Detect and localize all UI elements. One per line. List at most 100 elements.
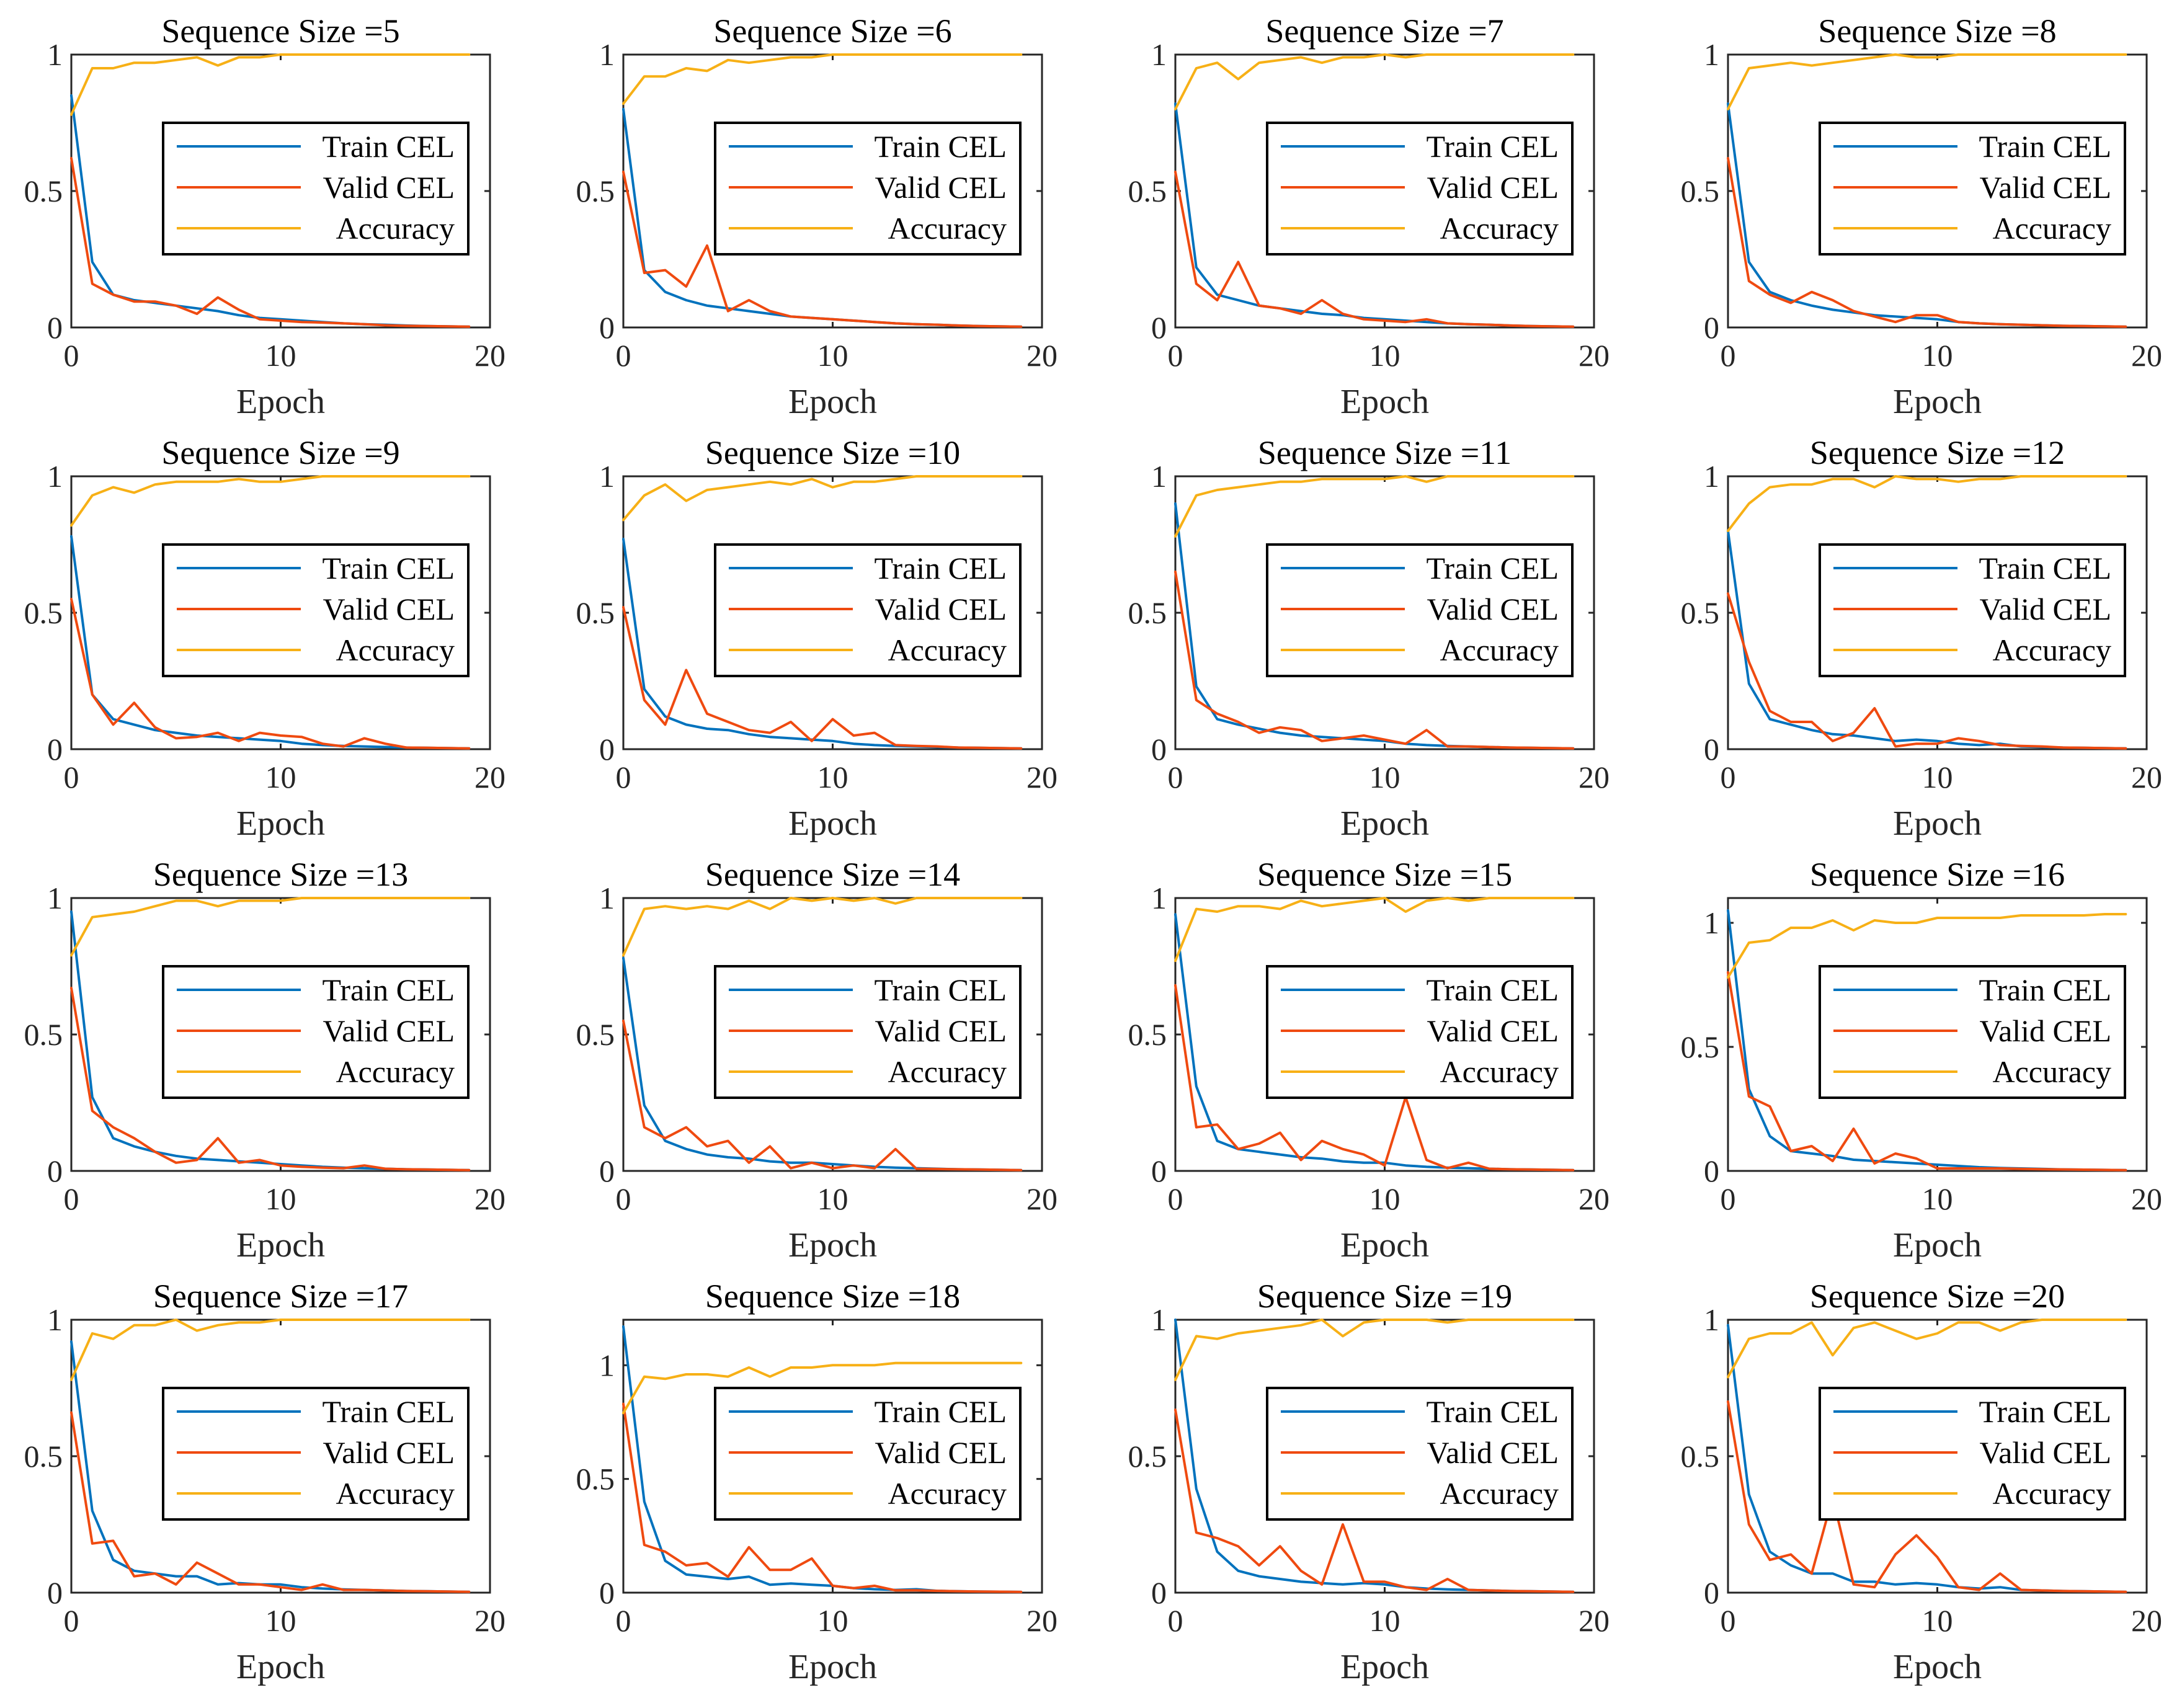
x-tick-label: 0	[64, 1181, 79, 1216]
subplot: Sequence Size =5 0 10 20 0 0.5 1 Epoch Train CEL…	[24, 12, 506, 421]
y-tick-label: 0.5	[24, 1017, 63, 1052]
y-tick-label: 1	[1704, 459, 1719, 494]
legend-label: Train CEL	[1979, 551, 2111, 585]
x-tick-label: 0	[616, 760, 631, 794]
y-tick-label: 0.5	[1128, 174, 1167, 208]
x-tick-label: 0	[1721, 1181, 1736, 1216]
y-tick-label: 0.5	[576, 595, 615, 630]
x-axis-label: Epoch	[1340, 383, 1429, 421]
legend-label: Accuracy	[336, 211, 455, 246]
legend: Train CEL Valid CEL Accuracy	[1819, 1387, 2126, 1521]
legend-label: Train CEL	[323, 551, 455, 585]
x-tick-label: 0	[1168, 1181, 1183, 1216]
series-line-valid-cel	[1174, 171, 1575, 328]
series-line-accuracy	[622, 897, 1023, 957]
subplot-title: Sequence Size =12	[1810, 434, 2065, 471]
subplot: Sequence Size =13 0 10 20 0 0.5 1 Epoch Train CE…	[24, 856, 506, 1265]
subplot-title: Sequence Size =13	[153, 856, 408, 893]
x-tick-label: 10	[265, 760, 296, 794]
subplot: Sequence Size =19 0 10 20 0 0.5 1 Epoch Train CE…	[1128, 1278, 1610, 1686]
y-tick-label: 0.5	[24, 595, 63, 630]
series-line-valid-cel	[1727, 971, 2127, 1172]
y-tick-label: 0.5	[1128, 1017, 1167, 1052]
x-tick-label: 0	[616, 1181, 631, 1216]
legend-label: Accuracy	[1440, 1476, 1559, 1511]
x-tick-label: 0	[1721, 338, 1736, 373]
legend-label: Train CEL	[1979, 972, 2111, 1007]
subplot: Sequence Size =18 0 10 20 0 0.5 1 Epoch Train CE…	[576, 1278, 1058, 1686]
subplot-title: Sequence Size =16	[1810, 856, 2065, 893]
x-tick-label: 0	[1168, 1603, 1183, 1638]
x-tick-label: 20	[1579, 760, 1610, 794]
legend: Train CEL Valid CEL Accuracy	[1266, 122, 1574, 256]
legend: Train CEL Valid CEL Accuracy	[162, 122, 470, 256]
subplot-title: Sequence Size =19	[1257, 1278, 1512, 1315]
legend-label: Valid CEL	[1980, 1435, 2111, 1470]
x-axis-label: Epoch	[236, 383, 325, 421]
y-tick-label: 0.5	[576, 174, 615, 208]
subplot-title: Sequence Size =11	[1258, 434, 1512, 471]
series-line-accuracy	[1174, 897, 1575, 963]
subplot: Sequence Size =10 0 10 20 0 0.5 1 Epoch Train CE…	[576, 434, 1058, 843]
legend-label: Valid CEL	[875, 170, 1007, 205]
legend-label: Valid CEL	[875, 1013, 1007, 1048]
y-tick-label: 0	[1151, 732, 1167, 767]
x-axis-label: Epoch	[788, 1648, 877, 1686]
legend-label: Accuracy	[888, 211, 1007, 246]
series-line-valid-cel	[70, 598, 471, 750]
legend: Train CEL Valid CEL Accuracy	[714, 965, 1022, 1099]
series-line-valid-cel	[1174, 571, 1575, 750]
legend: Train CEL Valid CEL Accuracy	[714, 122, 1022, 256]
subplot: Sequence Size =16 0 10 20 0 0.5 1 Epoch Train CE…	[1681, 856, 2163, 1265]
series-line-valid-cel	[1727, 592, 2127, 750]
series-line-accuracy	[1174, 53, 1575, 110]
x-tick-label: 0	[616, 1603, 631, 1638]
x-axis-label: Epoch	[788, 804, 877, 843]
y-tick-label: 0.5	[576, 1462, 615, 1497]
series-line-valid-cel	[1174, 1408, 1575, 1593]
legend-label: Accuracy	[336, 1054, 455, 1089]
subplot: Sequence Size =6 0 10 20 0 0.5 1 Epoch Train CEL…	[576, 12, 1058, 421]
subplot: Sequence Size =11 0 10 20 0 0.5 1 Epoch Train CE…	[1128, 434, 1610, 843]
x-tick-label: 20	[1026, 1181, 1058, 1216]
y-tick-label: 0.5	[1681, 1030, 1720, 1064]
legend-label: Train CEL	[875, 129, 1007, 164]
legend-label: Accuracy	[1992, 211, 2111, 246]
legend-label: Valid CEL	[1980, 1013, 2111, 1048]
subplot-title: Sequence Size =9	[161, 434, 399, 471]
y-tick-label: 1	[1151, 37, 1167, 72]
y-tick-label: 1	[599, 881, 615, 915]
x-tick-label: 10	[817, 760, 848, 794]
x-tick-label: 20	[2131, 760, 2162, 794]
legend-label: Accuracy	[888, 633, 1007, 667]
series-line-valid-cel	[70, 987, 471, 1172]
series-line-accuracy	[1174, 1319, 1575, 1381]
legend-label: Valid CEL	[875, 1435, 1007, 1470]
legend: Train CEL Valid CEL Accuracy	[1266, 965, 1574, 1099]
series-line-accuracy	[1727, 913, 2127, 979]
legend-label: Train CEL	[323, 1394, 455, 1429]
legend-label: Accuracy	[1992, 633, 2111, 667]
series-line-valid-cel	[70, 1411, 471, 1593]
legend-box	[1266, 965, 1574, 1099]
y-tick-label: 0	[599, 310, 615, 345]
y-tick-label: 0	[1704, 1154, 1719, 1188]
series-line-accuracy	[70, 53, 471, 116]
x-tick-label: 20	[2131, 1603, 2162, 1638]
y-tick-label: 0	[1151, 310, 1167, 345]
x-axis-label: Epoch	[1340, 804, 1429, 843]
series-line-accuracy	[622, 475, 1023, 522]
legend-label: Accuracy	[336, 633, 455, 667]
x-tick-label: 10	[1922, 338, 1953, 373]
x-tick-label: 0	[64, 338, 79, 373]
y-tick-label: 0.5	[1128, 595, 1167, 630]
legend-box	[1819, 965, 2126, 1099]
subplot: Sequence Size =14 0 10 20 0 0.5 1 Epoch Train CE…	[576, 856, 1058, 1265]
x-tick-label: 10	[817, 1603, 848, 1638]
subplot: Sequence Size =17 0 10 20 0 0.5 1 Epoch Train CE…	[24, 1278, 506, 1686]
y-tick-label: 0	[1704, 1575, 1719, 1610]
x-tick-label: 10	[1369, 1181, 1400, 1216]
subplot-title: Sequence Size =18	[705, 1278, 960, 1315]
subplot-title: Sequence Size =7	[1265, 12, 1503, 50]
